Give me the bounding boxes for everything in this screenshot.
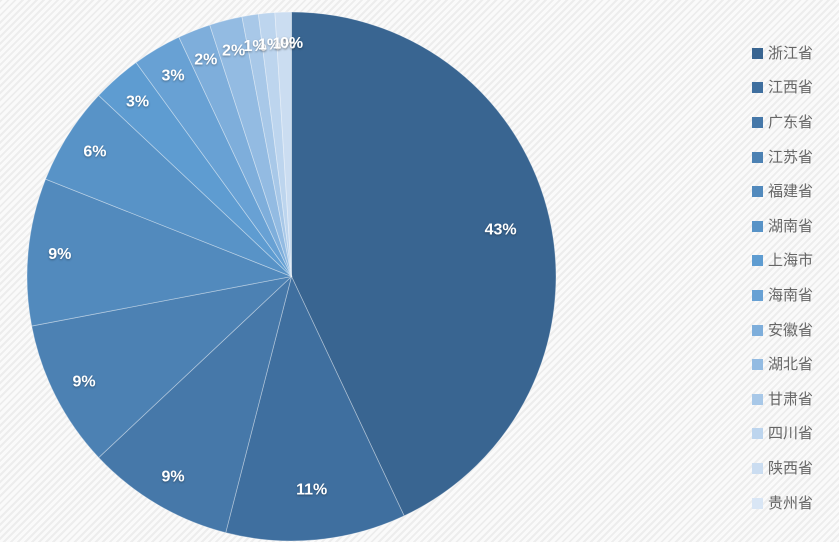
legend-item[interactable]: 海南省 <box>752 278 838 313</box>
legend-item[interactable]: 江苏省 <box>752 140 838 175</box>
legend-item[interactable]: 四川省 <box>752 417 838 452</box>
legend-item[interactable]: 湖北省 <box>752 347 838 382</box>
pie-slice[interactable] <box>274 11 292 277</box>
legend-label: 陕西省 <box>768 459 814 477</box>
legend-item[interactable]: 贵州省 <box>752 486 838 521</box>
pie-slice[interactable] <box>209 16 292 277</box>
legend-label: 湖北省 <box>768 356 814 374</box>
legend-label: 安徽省 <box>768 321 814 339</box>
legend-item[interactable]: 甘肃省 <box>752 382 838 417</box>
legend-item[interactable]: 广东省 <box>752 105 838 140</box>
pie-slice[interactable] <box>26 178 293 327</box>
legend-swatch-icon <box>752 47 763 59</box>
legend-swatch-icon <box>752 116 763 128</box>
legend-label: 上海市 <box>768 252 814 270</box>
legend-label: 福建省 <box>768 183 814 201</box>
legend-item[interactable]: 湖南省 <box>752 209 838 244</box>
legend-item[interactable]: 安徽省 <box>752 313 838 348</box>
legend-swatch-icon <box>752 462 763 474</box>
legend-swatch-icon <box>752 289 763 301</box>
pie-slice[interactable] <box>225 275 405 542</box>
legend-swatch-icon <box>752 393 763 405</box>
legend-item[interactable]: 江西省 <box>752 71 838 106</box>
pie-slice[interactable] <box>45 94 292 277</box>
chart-legend: 浙江省江西省广东省江苏省福建省湖南省上海市海南省安徽省湖北省甘肃省四川省陕西省贵… <box>752 36 838 520</box>
pie-slice[interactable] <box>31 275 293 459</box>
legend-swatch-icon <box>752 359 763 371</box>
legend-swatch-icon <box>752 428 763 440</box>
legend-label: 广东省 <box>768 113 814 131</box>
legend-label: 江苏省 <box>768 148 814 166</box>
legend-swatch-icon <box>752 497 763 509</box>
legend-label: 海南省 <box>768 286 814 304</box>
legend-label: 甘肃省 <box>768 390 814 408</box>
legend-swatch-icon <box>752 220 763 232</box>
pie-slice[interactable] <box>257 12 292 277</box>
legend-item[interactable]: 上海市 <box>752 244 838 279</box>
legend-label: 四川省 <box>768 425 814 443</box>
legend-swatch-icon <box>752 151 763 163</box>
legend-label: 湖南省 <box>768 217 814 235</box>
legend-label: 浙江省 <box>768 44 814 62</box>
pie-slice[interactable] <box>241 13 292 277</box>
legend-item[interactable]: 陕西省 <box>752 451 838 486</box>
pie-slice[interactable] <box>135 36 292 277</box>
legend-swatch-icon <box>752 324 763 336</box>
legend-label: 江西省 <box>768 79 814 97</box>
legend-swatch-icon <box>752 186 763 198</box>
pie-slice[interactable] <box>98 275 293 534</box>
pie-slice[interactable] <box>291 11 557 517</box>
legend-item[interactable]: 浙江省 <box>752 36 838 71</box>
pie-slice[interactable] <box>98 61 292 277</box>
legend-swatch-icon <box>752 255 763 267</box>
pie-chart[interactable]: 43%11%9%9%9%6%3%3%2%2%1%1%1%0% <box>0 0 740 542</box>
pie-slice[interactable] <box>178 24 292 277</box>
legend-item[interactable]: 福建省 <box>752 174 838 209</box>
legend-swatch-icon <box>752 82 763 94</box>
legend-label: 贵州省 <box>768 494 814 512</box>
